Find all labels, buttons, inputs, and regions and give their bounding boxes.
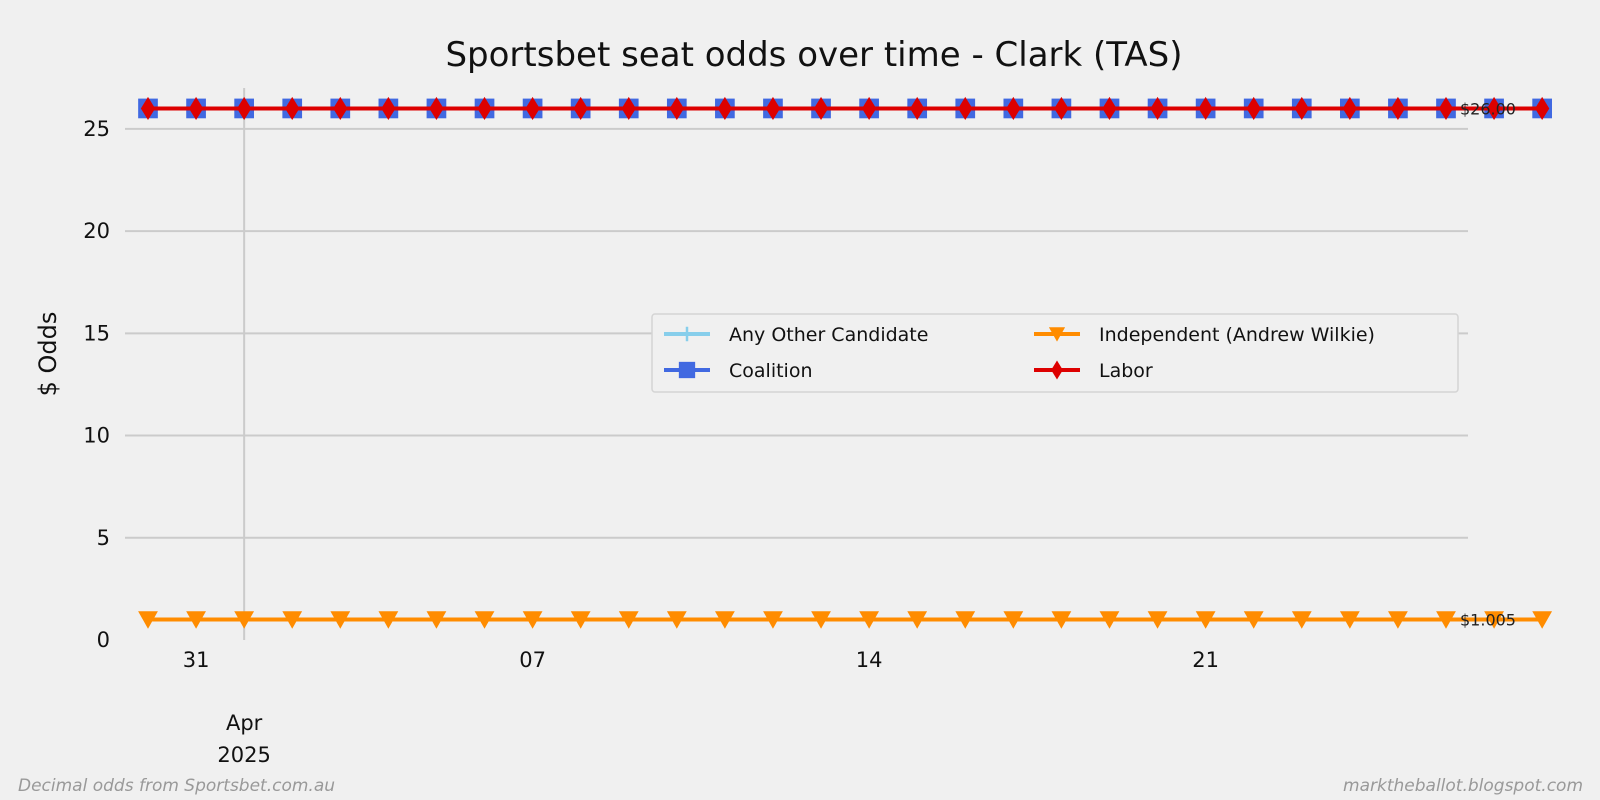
y-tick-label: 15 <box>83 321 110 345</box>
data-point <box>1051 611 1072 629</box>
data-point <box>282 611 303 629</box>
series-layer <box>138 96 1553 629</box>
footer-site: marktheballot.blogspot.com <box>1343 776 1583 796</box>
data-point <box>378 611 399 629</box>
data-point <box>621 96 636 120</box>
x-tick-label: 14 <box>856 648 883 672</box>
x-tick-label: 21 <box>1192 648 1219 672</box>
data-point <box>1150 96 1165 120</box>
data-point <box>236 96 252 120</box>
x-tick-label: 07 <box>519 648 546 672</box>
data-point <box>429 96 444 120</box>
data-point <box>1342 96 1358 120</box>
data-point <box>765 96 781 120</box>
axes: 0 5 10 15 20 25 31 07 14 21 Apr 2025 $26.00 $1.005 <box>83 99 1516 767</box>
data-point <box>813 96 829 120</box>
data-point <box>1003 611 1024 629</box>
data-point <box>907 611 928 629</box>
data-point <box>1436 611 1456 629</box>
data-point <box>333 96 348 120</box>
data-point <box>477 96 492 120</box>
data-point <box>1006 96 1021 120</box>
data-point <box>955 611 976 629</box>
data-point <box>958 96 973 120</box>
data-point <box>1246 96 1261 120</box>
data-point <box>1532 611 1553 629</box>
data-point <box>1147 611 1168 629</box>
y-tick-label: 0 <box>97 628 110 652</box>
data-point <box>234 611 255 629</box>
data-point <box>910 96 925 120</box>
data-point <box>1099 611 1120 629</box>
legend-item: Coalition <box>664 360 813 382</box>
data-point <box>140 96 156 120</box>
data-point <box>811 611 831 629</box>
data-point <box>1198 96 1213 120</box>
data-point <box>1390 96 1406 120</box>
y-tick-label: 10 <box>83 424 110 448</box>
data-point <box>669 96 684 120</box>
legend-label: Coalition <box>729 360 813 382</box>
data-point <box>474 611 495 629</box>
data-point <box>714 611 735 629</box>
data-point <box>522 611 543 629</box>
series-labor <box>140 96 1550 120</box>
data-point <box>1291 611 1312 629</box>
y-axis-label: $ Odds <box>34 312 62 397</box>
legend-item: Labor <box>1034 360 1153 382</box>
chart-title: Sportsbet seat odds over time - Clark (T… <box>445 35 1182 75</box>
data-point <box>426 611 447 629</box>
data-point <box>188 96 204 120</box>
data-point <box>330 611 351 629</box>
legend-label: Labor <box>1099 360 1153 382</box>
y-tick-label: 25 <box>83 117 110 141</box>
data-point <box>1054 96 1069 120</box>
data-point <box>186 611 206 629</box>
data-point <box>859 611 880 629</box>
x-month-label: Apr 2025 <box>217 711 270 767</box>
footer-source: Decimal odds from Sportsbet.com.au <box>18 776 335 796</box>
end-value-label: $1.005 <box>1460 610 1516 629</box>
data-point <box>1294 96 1309 120</box>
legend-marker <box>1048 327 1066 342</box>
legend-marker <box>678 361 696 379</box>
data-point <box>1534 96 1550 120</box>
data-point <box>570 611 591 629</box>
data-point <box>666 611 687 629</box>
data-point <box>525 96 540 120</box>
data-point <box>1438 96 1454 120</box>
legend-label: Independent (Andrew Wilkie) <box>1099 324 1375 346</box>
end-value-label: $26.00 <box>1460 99 1516 118</box>
data-point <box>1339 611 1360 629</box>
x-tick-label: 31 <box>183 648 210 672</box>
legend-marker <box>679 326 695 342</box>
data-point <box>1102 96 1117 120</box>
data-point <box>381 96 396 120</box>
data-point <box>1486 96 1502 120</box>
data-point <box>1484 611 1504 629</box>
legend-item: Any Other Candidate <box>664 324 928 346</box>
data-point <box>618 611 639 629</box>
data-point <box>1243 611 1264 629</box>
legend-marker <box>1051 360 1063 380</box>
data-point <box>285 96 300 120</box>
y-tick-label: 20 <box>83 219 110 243</box>
legend-box <box>651 313 1459 393</box>
data-point <box>1388 611 1408 629</box>
legend-label: Any Other Candidate <box>729 324 928 346</box>
data-point <box>717 96 733 120</box>
data-point <box>763 611 783 629</box>
legend: Any Other Candidate Coalition Independent … <box>651 313 1459 393</box>
data-point <box>138 611 158 629</box>
legend-item: Independent (Andrew Wilkie) <box>1034 324 1375 346</box>
data-point <box>1195 611 1216 629</box>
data-point <box>861 96 877 120</box>
series-independent-andrew-wilkie <box>138 611 1553 629</box>
y-tick-label: 5 <box>97 526 110 550</box>
data-point <box>573 96 588 120</box>
